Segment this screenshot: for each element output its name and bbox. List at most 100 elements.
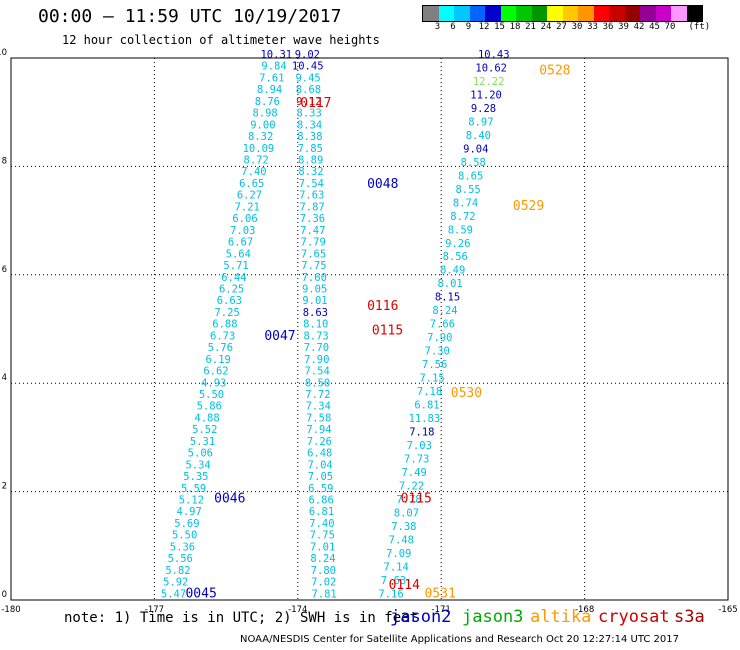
swh-value: 8.32	[248, 131, 273, 143]
swh-value: 7.58	[306, 412, 331, 424]
swh-value: 8.58	[461, 157, 486, 169]
colorbar-cell	[671, 6, 687, 21]
units-note: note: 1) Time is in UTC; 2) SWH is in fe…	[64, 610, 419, 626]
map-title: 00:00 – 11:59 UTC 10/19/2017	[38, 6, 342, 27]
swh-value: 7.49	[401, 467, 426, 479]
swh-value: 7.14	[384, 561, 409, 573]
colorbar-cell	[609, 6, 625, 21]
swh-value: 7.85	[298, 143, 323, 155]
colorbar-tick: 15	[494, 22, 505, 32]
swh-value: 7.04	[307, 459, 332, 471]
pass-time-label: 0114	[389, 578, 420, 593]
swh-value: 8.98	[252, 108, 277, 120]
swh-value: 5.64	[226, 248, 251, 260]
swh-value: 7.48	[389, 534, 414, 546]
swh-value: 7.56	[422, 359, 447, 371]
swh-value: 10.62	[475, 62, 507, 74]
swh-colorbar	[422, 5, 703, 22]
swh-value: 6.88	[212, 319, 237, 331]
swh-value: 4.97	[177, 506, 202, 518]
map-grid	[11, 58, 728, 600]
swh-value: 10.31	[260, 49, 292, 61]
swh-value: 7.54	[305, 366, 330, 378]
colorbar-cell	[686, 6, 702, 21]
colorbar-tick: 12	[478, 22, 490, 32]
swh-value: 6.44	[221, 272, 246, 284]
swh-value: 5.31	[190, 436, 215, 448]
pass-time-label: 0115	[372, 323, 403, 338]
swh-value: 8.49	[440, 265, 465, 277]
colorbar-cell	[655, 6, 671, 21]
swh-value: 7.22	[399, 480, 424, 492]
swh-value: 5.06	[188, 448, 213, 460]
swh-value: 6.25	[219, 283, 244, 295]
pass-time-label: 0530	[451, 386, 482, 401]
swh-value: 7.18	[417, 386, 442, 398]
track-a: 5.475.925.825.565.365.505.694.975.125.59…	[161, 49, 292, 600]
colorbar-cell	[500, 6, 516, 21]
swh-value: 7.72	[305, 389, 330, 401]
swh-value: 7.65	[301, 248, 326, 260]
swh-value: 6.59	[308, 483, 333, 495]
swh-value: 6.06	[232, 213, 257, 225]
swh-value: 5.52	[192, 424, 217, 436]
colorbar-unit: (ft)	[688, 22, 711, 32]
legend-s3a: s3a	[674, 607, 705, 627]
lat-tick-label: 8	[2, 156, 7, 166]
lon-tick-label: -171	[432, 605, 451, 615]
lon-tick-label: -177	[145, 605, 164, 615]
swh-value: 7.94	[306, 424, 331, 436]
swh-value: 8.34	[297, 119, 322, 131]
colorbar-tick: 3	[434, 22, 441, 32]
colorbar-cell	[624, 6, 640, 21]
colorbar-tick: 39	[618, 22, 629, 32]
swh-value: 7.81	[311, 588, 336, 600]
swh-value: 7.16	[378, 588, 403, 600]
swh-value: 8.24	[432, 305, 457, 317]
swh-value: 6.73	[210, 330, 235, 342]
colorbar-cell	[423, 6, 439, 21]
swh-value: 5.76	[208, 342, 233, 354]
colorbar-tick: 30	[571, 22, 583, 32]
lat-tick-label: 10	[0, 48, 7, 58]
swh-value: 7.36	[300, 213, 325, 225]
swh-value: 8.38	[297, 131, 322, 143]
pass-time-label: 0045	[185, 586, 216, 601]
swh-value: 8.50	[305, 377, 330, 389]
swh-value: 8.10	[303, 319, 328, 331]
track-b: 7.817.027.808.247.017.757.406.816.866.59…	[292, 49, 337, 600]
swh-value: 8.40	[466, 130, 491, 142]
swh-value: 8.74	[453, 197, 478, 209]
swh-value: 11.20	[470, 89, 502, 101]
swh-value: 12.22	[473, 76, 505, 88]
swh-value: 7.18	[409, 427, 434, 439]
colorbar-tick: 9	[465, 22, 472, 32]
swh-value: 6.27	[237, 190, 262, 202]
swh-value: 5.36	[170, 541, 195, 553]
lon-tick-label: -180	[1, 605, 20, 615]
swh-value: 7.47	[300, 225, 325, 237]
swh-value: 6.86	[309, 495, 334, 507]
swh-value: 7.75	[310, 530, 335, 542]
lat-tick-label: 2	[2, 482, 7, 492]
swh-value: 8.89	[298, 155, 323, 167]
swh-value: 7.63	[299, 190, 324, 202]
swh-value: 7.01	[310, 541, 335, 553]
swh-value: 4.88	[194, 412, 219, 424]
swh-value: 5.69	[174, 518, 199, 530]
lon-tick-label: -168	[575, 605, 594, 615]
swh-value: 7.70	[304, 342, 329, 354]
swh-value: 6.19	[206, 354, 231, 366]
swh-value: 5.59	[181, 483, 206, 495]
swh-value: 6.81	[309, 506, 334, 518]
swh-value: 8.55	[455, 184, 480, 196]
swh-value: 7.25	[214, 307, 239, 319]
swh-value: 7.90	[427, 332, 452, 344]
colorbar-tick: 6	[450, 22, 456, 32]
swh-value: 7.66	[430, 319, 455, 331]
pass-time-label: 0115	[401, 491, 432, 506]
swh-value: 7.80	[311, 565, 336, 577]
pass-time-label: 0048	[367, 177, 398, 192]
swh-value: 7.15	[419, 373, 444, 385]
swh-value: 7.09	[386, 548, 411, 560]
